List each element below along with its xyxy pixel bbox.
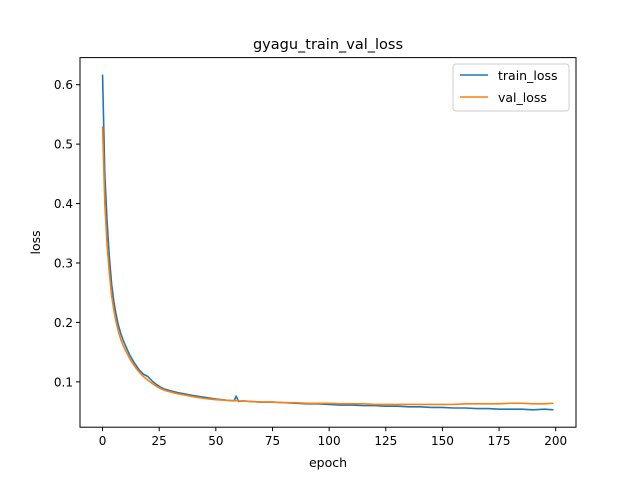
y-tick-label: 0.3 (54, 256, 73, 270)
series-layer (101, 74, 554, 411)
y-axis: 0.1 0.2 0.3 0.4 0.5 0.6 (54, 78, 80, 389)
plot-frame (79, 57, 577, 428)
y-tick-label: 0.6 (54, 78, 73, 92)
y-tick-label: 0.4 (54, 197, 73, 211)
x-tick-label: 75 (265, 434, 280, 448)
x-tick-label: 125 (374, 434, 397, 448)
x-tick-label: 200 (544, 434, 567, 448)
plot-area (79, 57, 577, 428)
y-tick-label: 0.1 (54, 375, 73, 389)
series-line-train-loss (101, 74, 554, 411)
x-tick-label: 100 (318, 434, 341, 448)
y-axis-label: loss (28, 230, 43, 254)
x-tick-label: 50 (208, 434, 223, 448)
series-line-val-loss (101, 126, 554, 406)
y-tick-label: 0.5 (54, 138, 73, 152)
x-tick-label: 175 (488, 434, 511, 448)
x-tick-label: 25 (152, 434, 167, 448)
legend-label-train-loss: train_loss (498, 68, 558, 83)
x-tick-label: 0 (99, 434, 107, 448)
legend-label-val-loss: val_loss (498, 90, 547, 105)
x-axis-label: epoch (309, 455, 347, 470)
y-tick-label: 0.2 (54, 316, 73, 330)
x-axis: 0 25 50 75 100 125 150 175 200 (99, 427, 567, 448)
chart-title: gyagu_train_val_loss (253, 37, 403, 53)
x-tick-label: 150 (431, 434, 454, 448)
legend: train_loss val_loss (452, 63, 570, 112)
